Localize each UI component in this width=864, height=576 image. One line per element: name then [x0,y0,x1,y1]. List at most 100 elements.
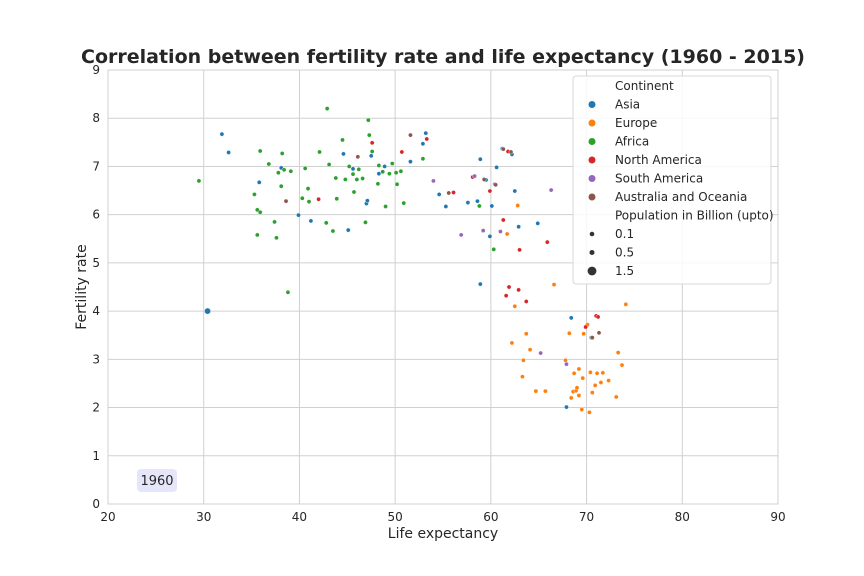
point-africa [323,220,329,226]
point-asia [423,130,429,136]
point-asia [256,180,262,185]
point-africa [288,168,294,174]
point-africa [334,196,340,202]
point-asia [376,171,382,176]
point-europe [509,340,515,346]
point-europe [588,370,593,375]
point-africa [252,192,257,197]
point-europe [598,380,604,385]
point-south-america [564,361,569,367]
point-australia-and-oceania [493,182,498,188]
legend-marker-south-america [588,175,596,182]
point-asia [365,198,370,203]
point-north-america [451,190,456,195]
year-badge-box [137,469,177,492]
y-axis-label: Fertility rate [74,244,90,329]
legend-label-south-america: South America [615,172,703,186]
point-africa [257,209,263,215]
point-south-america [472,173,477,179]
point-asia [478,156,483,162]
y-tick-label: 6 [92,208,100,222]
legend-marker-europe [588,119,596,127]
legend-size-label: 0.1 [615,227,634,241]
point-asia [516,224,521,230]
point-australia-and-oceania [355,154,361,160]
point-africa [326,162,332,167]
point-europe [600,370,606,376]
point-africa [278,183,284,189]
point-africa [389,161,395,166]
x-tick-label: 80 [675,510,690,524]
legend-marker-asia [588,101,596,108]
point-africa [401,200,407,206]
point-europe [574,385,580,391]
point-asia [408,159,413,164]
point-europe [571,371,577,376]
legend-box [572,75,772,285]
point-africa [375,181,381,187]
x-tick-label: 70 [579,510,594,524]
point-north-america [583,324,588,330]
legend-size-marker [587,266,597,276]
point-africa [340,137,345,143]
point-africa [302,166,308,171]
point-africa [346,164,352,169]
y-tick-label: 3 [92,352,100,366]
point-asia [219,131,225,137]
legend: Continent Asia Europe Africa North America So… [572,75,774,285]
y-tick-label: 4 [92,304,100,318]
point-europe [568,395,574,401]
point-australia-and-oceania [446,190,452,196]
point-australia-and-oceania [408,132,413,138]
point-africa [255,232,260,238]
point-africa [356,167,362,172]
y-tick-label: 8 [92,111,100,125]
point-africa [350,171,356,177]
point-africa [360,176,365,181]
point-africa [281,167,287,173]
point-africa [276,170,281,176]
point-asia [443,204,449,209]
point-africa [420,156,426,162]
point-north-america [369,140,375,146]
y-tick-label: 2 [92,401,100,415]
point-australia-and-oceania [596,330,602,336]
x-tick-label: 90 [770,510,785,524]
point-africa [272,219,277,225]
point-north-america [517,247,522,253]
legend-marker-north-america [588,156,596,164]
point-europe [523,331,529,337]
point-europe [576,393,582,398]
point-africa [491,247,497,252]
point-australia-and-oceania [500,146,506,152]
legend-marker-africa [588,138,596,145]
point-europe [592,383,598,388]
point-africa [393,170,399,176]
point-asia [478,281,483,287]
point-africa [317,149,322,155]
point-europe [543,388,548,394]
point-asia [204,307,211,315]
point-africa [333,175,339,181]
point-europe [580,375,586,381]
point-europe [590,390,595,395]
point-north-america [500,217,506,223]
point-africa [387,171,392,176]
point-africa [285,290,291,295]
point-africa [366,117,371,123]
legend-size-marker [589,231,595,237]
legend-label-asia: Asia [615,98,640,112]
point-asia [494,165,499,170]
point-north-america [523,299,529,304]
y-tick-label: 7 [92,159,100,173]
point-africa [376,163,382,168]
point-asia [382,164,387,169]
point-europe [563,357,568,363]
point-asia [512,188,518,194]
point-north-america [595,314,601,320]
point-south-america [498,229,503,234]
point-africa [477,203,482,209]
point-europe [515,203,520,208]
point-europe [567,330,572,336]
